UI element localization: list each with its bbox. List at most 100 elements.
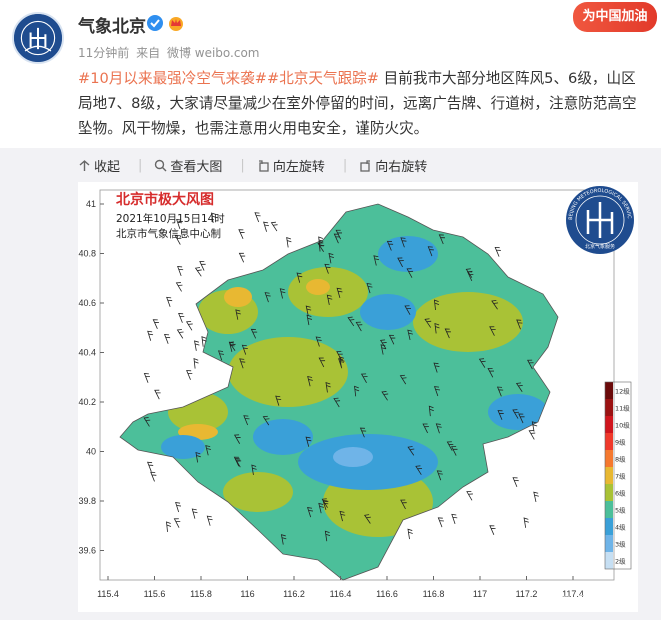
wind-barb bbox=[518, 413, 525, 424]
y-tick-label: 41 bbox=[86, 199, 96, 209]
wind-barb bbox=[201, 336, 207, 347]
wind-barb bbox=[241, 344, 248, 355]
wind-barb bbox=[173, 518, 181, 528]
username[interactable]: 气象北京 bbox=[78, 17, 146, 37]
wind-barb bbox=[406, 268, 414, 278]
divider: | bbox=[342, 157, 348, 173]
wind-barb bbox=[251, 464, 257, 476]
wind-barb bbox=[318, 502, 324, 514]
wind-barb bbox=[435, 423, 442, 434]
legend-label: 10级 bbox=[615, 421, 630, 430]
wind-barb bbox=[238, 229, 245, 239]
wind-barb bbox=[195, 451, 201, 463]
collapse-button[interactable]: 收起 bbox=[78, 156, 120, 175]
wind-barb bbox=[434, 322, 440, 334]
post-source[interactable]: 微博 weibo.com bbox=[166, 46, 260, 60]
legend-label: 5级 bbox=[615, 506, 626, 515]
x-tick-label: 115.8 bbox=[190, 589, 212, 599]
wind-barb bbox=[254, 212, 261, 223]
x-tick-label: 117 bbox=[473, 589, 487, 599]
divider: | bbox=[240, 157, 245, 173]
wind-barb bbox=[478, 358, 486, 368]
wind-barb bbox=[163, 333, 171, 344]
x-tick-label: 116.6 bbox=[376, 589, 398, 599]
wind-barb bbox=[324, 263, 331, 274]
legend-swatch bbox=[605, 467, 613, 484]
wind-barb bbox=[175, 282, 183, 292]
legend-swatch bbox=[605, 450, 613, 467]
hashtag-link[interactable]: #北京天气跟踪# bbox=[266, 70, 379, 87]
legend-swatch bbox=[605, 552, 613, 569]
wind-barb bbox=[318, 357, 326, 368]
wind-barb bbox=[422, 423, 429, 434]
wind-barb bbox=[306, 314, 313, 326]
view-large-button[interactable]: 查看大图 bbox=[154, 156, 222, 175]
wind-barb bbox=[436, 470, 443, 481]
wind-barb bbox=[228, 341, 236, 351]
legend-swatch bbox=[605, 382, 613, 399]
wind-barb bbox=[338, 358, 345, 369]
rotate-left-label: 向左旋转 bbox=[272, 159, 325, 175]
legend-label: 12级 bbox=[615, 387, 630, 396]
x-tick-label: 117.2 bbox=[516, 589, 538, 599]
wind-barb bbox=[407, 329, 413, 341]
wind-barb bbox=[354, 385, 360, 397]
wind-barb bbox=[315, 336, 322, 347]
watermark: @气象北京 bbox=[560, 594, 626, 609]
y-tick-label: 40.8 bbox=[78, 249, 96, 259]
wind-barb bbox=[321, 498, 329, 508]
wind-barb bbox=[238, 252, 246, 263]
wind-barb bbox=[154, 389, 161, 400]
y-tick-label: 40.2 bbox=[78, 397, 96, 407]
x-tick-label: 116.2 bbox=[283, 589, 305, 599]
wind-barb bbox=[243, 415, 250, 426]
wind-barb bbox=[175, 501, 182, 513]
rotate-left-button[interactable]: 向左旋转 bbox=[257, 156, 325, 175]
wind-map-image[interactable]: 41 40.8 40.6 40.4 40.2 40 39.8 39.6 115.4 115.6 1… bbox=[78, 182, 638, 612]
wind-barb bbox=[235, 309, 241, 320]
wind-barb bbox=[185, 320, 193, 331]
wind-barb bbox=[433, 362, 440, 373]
promo-badge[interactable]: 为中国加油 bbox=[573, 2, 657, 32]
wind-barb bbox=[437, 517, 444, 528]
x-tick-label: 117.4 bbox=[562, 589, 584, 599]
wind-barb bbox=[199, 261, 206, 271]
wind-barb bbox=[147, 330, 154, 341]
wind-barb bbox=[347, 316, 355, 327]
wind-barb bbox=[516, 319, 523, 330]
wind-barb bbox=[280, 534, 287, 545]
wind-barb bbox=[527, 359, 534, 370]
wind-barb bbox=[427, 246, 434, 257]
member-crown-icon[interactable] bbox=[167, 14, 185, 32]
wind-barb bbox=[143, 372, 151, 383]
wind-barb bbox=[359, 427, 367, 438]
collapse-label: 收起 bbox=[94, 159, 121, 175]
wind-barb bbox=[147, 461, 154, 472]
x-tick-label: 115.4 bbox=[97, 589, 119, 599]
wind-barb bbox=[466, 490, 473, 501]
wind-barb bbox=[286, 236, 292, 248]
wind-barb bbox=[373, 255, 380, 266]
rotate-right-button[interactable]: 向右旋转 bbox=[359, 156, 427, 175]
wind-barb bbox=[489, 326, 496, 336]
magnifier-icon bbox=[155, 159, 167, 171]
wind-barb bbox=[336, 287, 343, 298]
post-content: #10月以来最强冷空气来袭##北京天气跟踪# 目前我市大部分地区阵风5、6级，山… bbox=[78, 66, 646, 141]
y-tick-label: 39.8 bbox=[78, 496, 96, 506]
wind-barb bbox=[325, 381, 331, 393]
post-time[interactable]: 11分钟前 bbox=[78, 46, 130, 60]
y-tick-label: 40.6 bbox=[78, 298, 96, 308]
legend-swatch bbox=[605, 484, 613, 501]
hashtag-link[interactable]: #10月以来最强冷空气来袭# bbox=[78, 70, 267, 87]
avatar[interactable] bbox=[12, 12, 64, 64]
wind-barb bbox=[466, 271, 474, 282]
verified-icon bbox=[147, 15, 163, 31]
wind-barb bbox=[523, 517, 529, 528]
wind-barb bbox=[451, 446, 458, 456]
wind-barb bbox=[193, 358, 199, 369]
legend-label: 11级 bbox=[615, 404, 630, 413]
x-tick-label: 116.8 bbox=[423, 589, 445, 599]
wind-barb bbox=[186, 370, 193, 380]
wind-barb bbox=[264, 292, 271, 303]
wind-barb bbox=[386, 240, 394, 251]
